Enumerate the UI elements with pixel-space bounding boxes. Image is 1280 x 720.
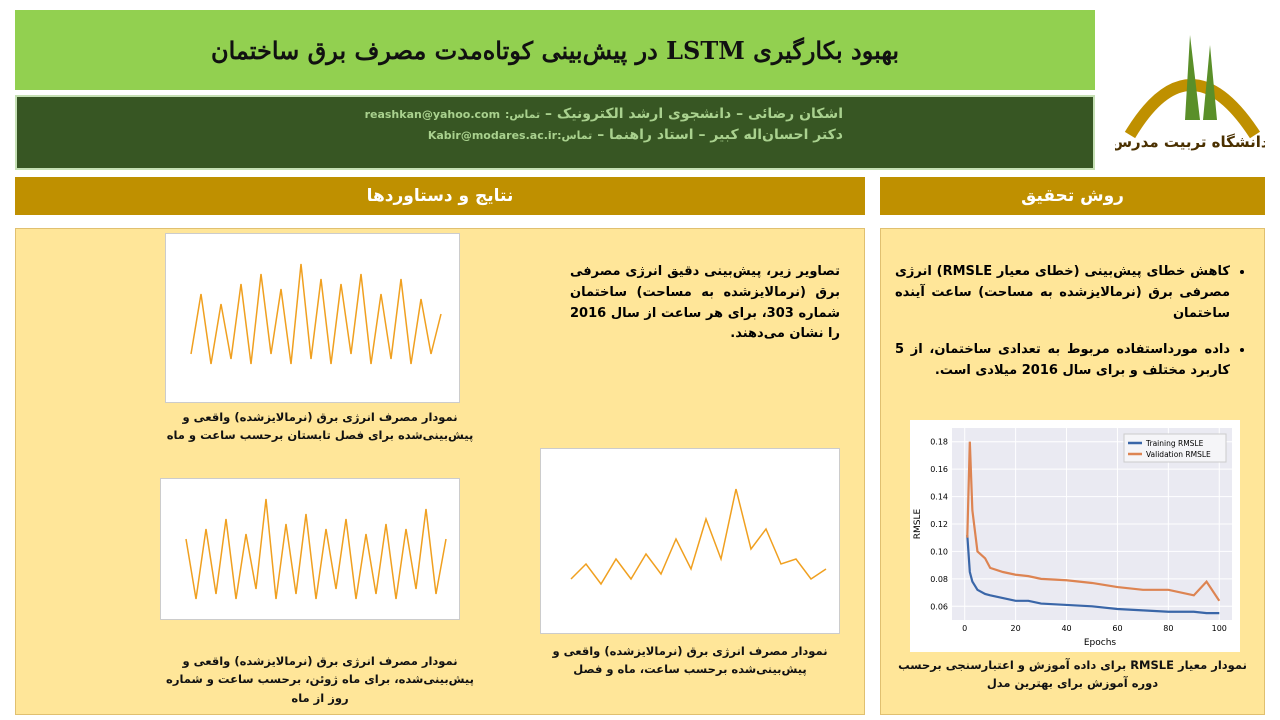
y-tick-label: 0.18	[930, 438, 948, 447]
rmsle-chart: Epochs RMSLE 0.06 0.08 0.10 0.12 0.14 0.16 0.1…	[910, 420, 1240, 652]
legend-label: Training RMSLE	[1145, 439, 1204, 448]
author-line: دکتر احسان‌اله کبیر – استاد راهنما – تما…	[17, 127, 843, 143]
section-heading: نتایج و دستاوردها	[15, 177, 865, 215]
logo: دانشگاه تربیت مدرس	[1115, 35, 1265, 151]
figure-caption: نمودار مصرف انرژی برق (نرمالایزشده) واقع…	[166, 654, 474, 705]
bullet: کاهش خطای پیش‌بینی (خطای معیار RMSLE) ان…	[895, 262, 1230, 324]
logo-text: دانشگاه تربیت مدرس	[1115, 133, 1265, 151]
y-tick-label: 0.16	[930, 465, 948, 474]
contact-label: تماس:	[504, 108, 541, 121]
figure-caption: نمودار معیار RMSLE برای داده آموزش و اعت…	[898, 658, 1247, 691]
bullet-list: کاهش خطای پیش‌بینی (خطای معیار RMSLE) ان…	[895, 262, 1250, 398]
x-axis-label: Epochs	[1084, 638, 1117, 648]
figure-line	[570, 488, 827, 586]
logo-trees	[1185, 35, 1217, 120]
contact-label: تماس:	[557, 129, 593, 142]
data-line	[966, 441, 1221, 602]
x-tick-label: 60	[1112, 624, 1122, 633]
figure-image	[160, 478, 460, 620]
legend-label: Validation RMSLE	[1146, 450, 1211, 459]
y-tick-label: 0.12	[930, 520, 948, 529]
author: اشکان رضائی – دانشجوی ارشد الکترونیک –	[545, 106, 843, 122]
figure-image	[540, 448, 840, 634]
y-tick-label: 0.14	[930, 493, 948, 502]
figure-line	[190, 263, 442, 365]
figure-image	[165, 233, 460, 403]
intro-text: تصاویر زیر، پیش‌بینی دقیق انرژی مصرفی بر…	[570, 264, 840, 342]
y-tick-label: 0.08	[930, 575, 948, 584]
legend-box	[1123, 433, 1227, 463]
x-tick-label: 0	[962, 624, 967, 633]
email: reashkan@yahoo.com	[364, 108, 501, 121]
figure-line	[185, 498, 447, 600]
author: دکتر احسان‌اله کبیر – استاد راهنما –	[597, 127, 843, 143]
data-line	[966, 534, 1220, 615]
figure-caption: نمودار مصرف انرژی برق (نرمالایزشده) واقع…	[166, 410, 474, 443]
y-tick-label: 0.06	[930, 602, 948, 611]
section-heading: روش تحقیق	[880, 177, 1265, 215]
author-line: اشکان رضائی – دانشجوی ارشد الکترونیک – ت…	[17, 106, 843, 122]
y-tick-label: 0.10	[930, 547, 948, 556]
y-axis-label: RMSLE	[913, 508, 923, 539]
x-tick-label: 100	[1212, 624, 1227, 633]
poster-title: بهبود بکارگیری LSTM در پیش‌بینی کوتاه‌مد…	[15, 10, 1095, 90]
x-tick-label: 40	[1061, 624, 1071, 633]
figure-caption: نمودار مصرف انرژی برق (نرمالایزشده) واقع…	[552, 644, 828, 677]
authors: اشکان رضائی – دانشجوی ارشد الکترونیک – ت…	[15, 95, 1095, 170]
bullet: داده مورداستفاده مربوط به تعدادی ساختمان…	[895, 340, 1230, 382]
email: Kabir@modares.ac.ir	[427, 129, 558, 142]
x-tick-label: 20	[1011, 624, 1021, 633]
x-tick-label: 80	[1163, 624, 1173, 633]
